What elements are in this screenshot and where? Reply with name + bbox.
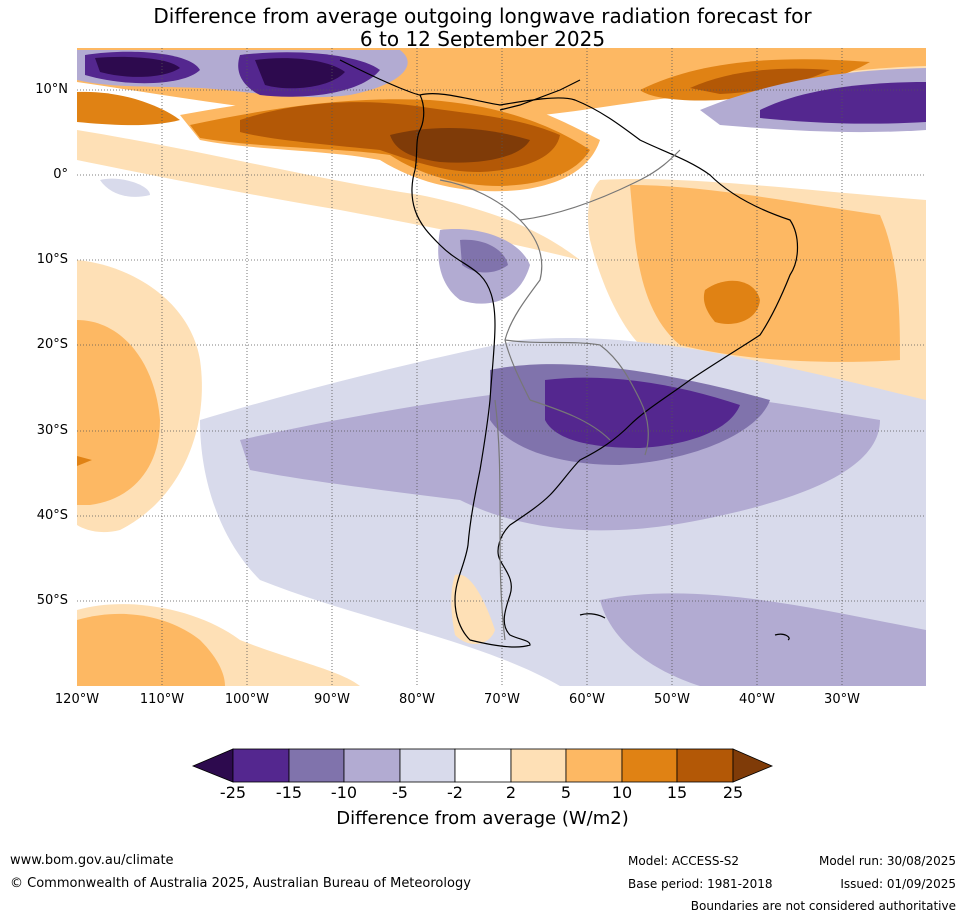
copyright-text: © Commonwealth of Australia 2025, Austra… <box>10 876 471 891</box>
base-period: Base period: 1981-2018 <box>628 877 773 891</box>
lon-label: 120°W <box>54 692 100 707</box>
colorbar-tick: -25 <box>219 783 247 802</box>
colorbar-tick: 5 <box>560 783 572 802</box>
lon-label: 50°W <box>654 692 690 707</box>
colorbar-tick: 2 <box>505 783 517 802</box>
lon-label: 90°W <box>314 692 350 707</box>
boundaries-disclaimer: Boundaries are not considered authoritat… <box>690 899 956 913</box>
lat-label: 20°S <box>36 337 68 352</box>
map-title-line-2: 6 to 12 September 2025 <box>359 27 606 51</box>
issued-date: Issued: 01/09/2025 <box>840 877 956 891</box>
lon-label: 30°W <box>824 692 860 707</box>
colorbar-tick: -15 <box>275 783 303 802</box>
lon-label: 110°W <box>139 692 185 707</box>
lon-label: 70°W <box>484 692 520 707</box>
colorbar-label: Difference from average (W/m2) <box>336 808 629 829</box>
lon-label: 100°W <box>224 692 270 707</box>
lon-label: 40°W <box>739 692 775 707</box>
colorbar-tick: -2 <box>447 783 463 802</box>
colorbar-tick: 10 <box>611 783 633 802</box>
lat-label: 50°S <box>36 593 68 608</box>
lat-label: 40°S <box>36 508 68 523</box>
lat-label: 30°S <box>36 423 68 438</box>
website-link[interactable]: www.bom.gov.au/climate <box>10 853 174 868</box>
lon-label: 80°W <box>399 692 435 707</box>
colorbar-extend-low <box>191 748 234 783</box>
lat-label: 0° <box>53 167 68 182</box>
country-borders <box>439 149 681 641</box>
model-run-date: Model run: 30/08/2025 <box>818 854 956 868</box>
colorbar-tick: 25 <box>722 783 744 802</box>
lon-label: 60°W <box>569 692 605 707</box>
graticule <box>77 48 926 686</box>
model-name: Model: ACCESS-S2 <box>628 854 740 868</box>
anomaly-field <box>77 48 926 686</box>
colorbar-extend-high <box>732 748 774 783</box>
colorbar-tick: -5 <box>392 783 408 802</box>
coastline <box>339 59 799 648</box>
colorbar-tick: 15 <box>666 783 688 802</box>
map-title-line-1: Difference from average outgoing longwav… <box>153 4 812 28</box>
colorbar-tick: -10 <box>330 783 358 802</box>
lat-label: 10°N <box>35 82 68 97</box>
colorbar <box>191 748 774 783</box>
lat-label: 10°S <box>36 252 68 267</box>
